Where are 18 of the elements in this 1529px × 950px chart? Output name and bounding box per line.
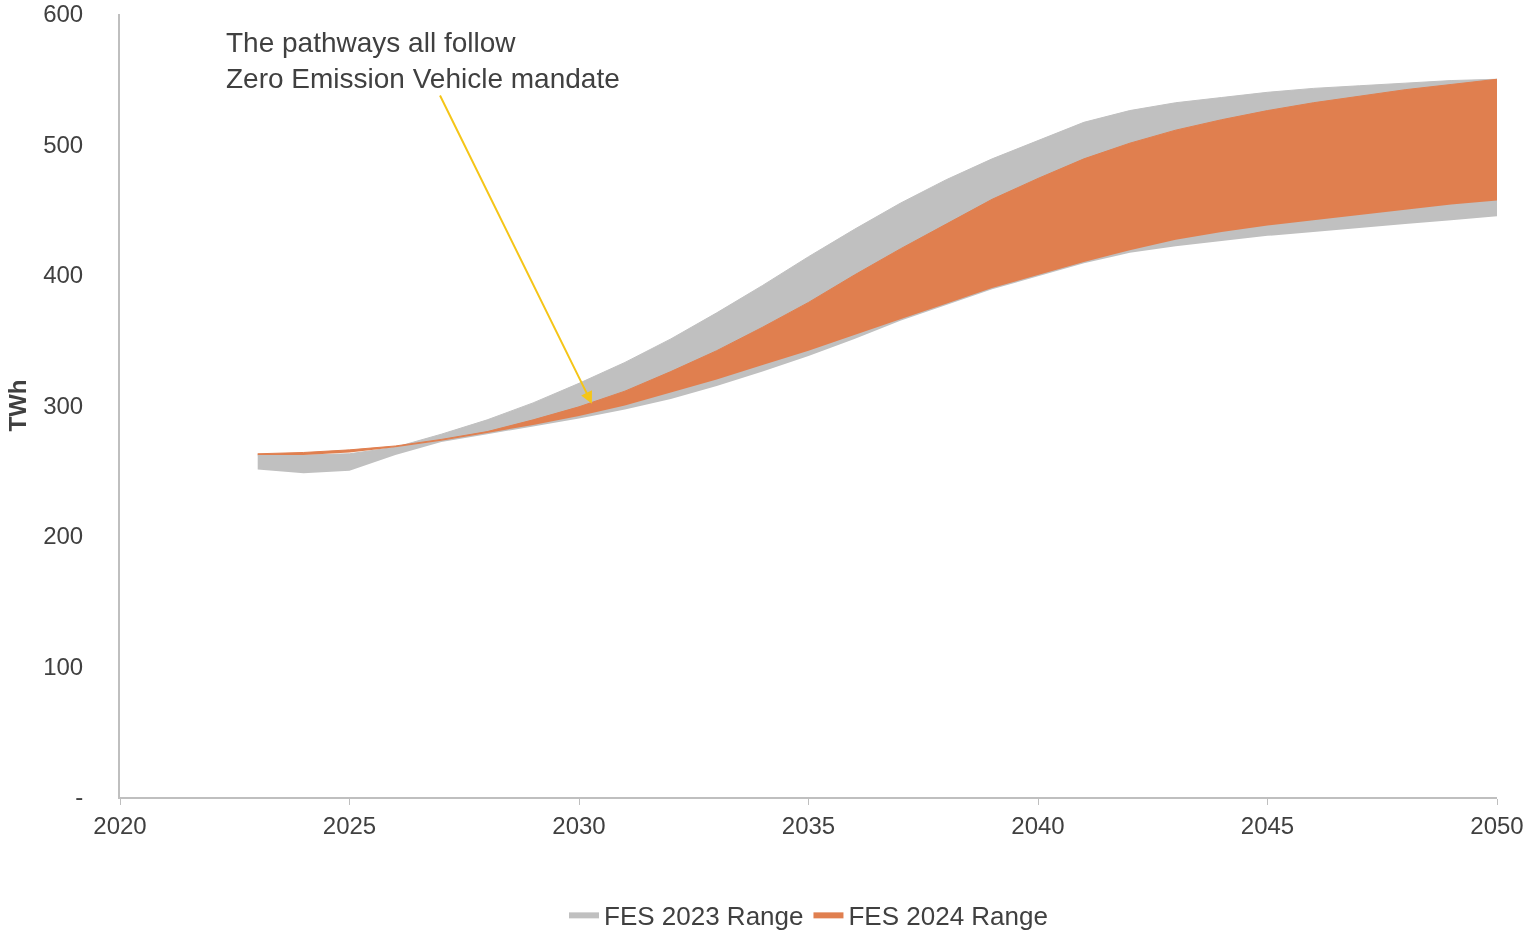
y-tick-label: 400 xyxy=(43,261,84,289)
y-tick-label: 600 xyxy=(43,0,84,28)
y-tick-label: 300 xyxy=(43,391,84,419)
y-axis-title: TWh xyxy=(3,379,31,432)
x-tick-label: 2030 xyxy=(552,811,606,839)
legend-label: FES 2024 Range xyxy=(848,900,1048,931)
y-tick-label: 500 xyxy=(43,130,84,158)
x-tick-label: 2025 xyxy=(322,811,377,839)
y-tick-label: - xyxy=(75,783,84,811)
x-tick-label: 2035 xyxy=(781,811,836,839)
x-tick-label: 2045 xyxy=(1240,811,1295,839)
y-tick-label: 200 xyxy=(43,522,84,550)
legend-label: FES 2023 Range xyxy=(604,900,804,931)
x-tick-label: 2020 xyxy=(93,811,147,839)
x-tick-label: 2050 xyxy=(1470,811,1524,839)
y-tick-label: 100 xyxy=(43,652,84,680)
x-tick-label: 2040 xyxy=(1011,811,1065,839)
annotation: The pathways all follow Zero Emission Vehicle mandate xyxy=(226,27,620,95)
